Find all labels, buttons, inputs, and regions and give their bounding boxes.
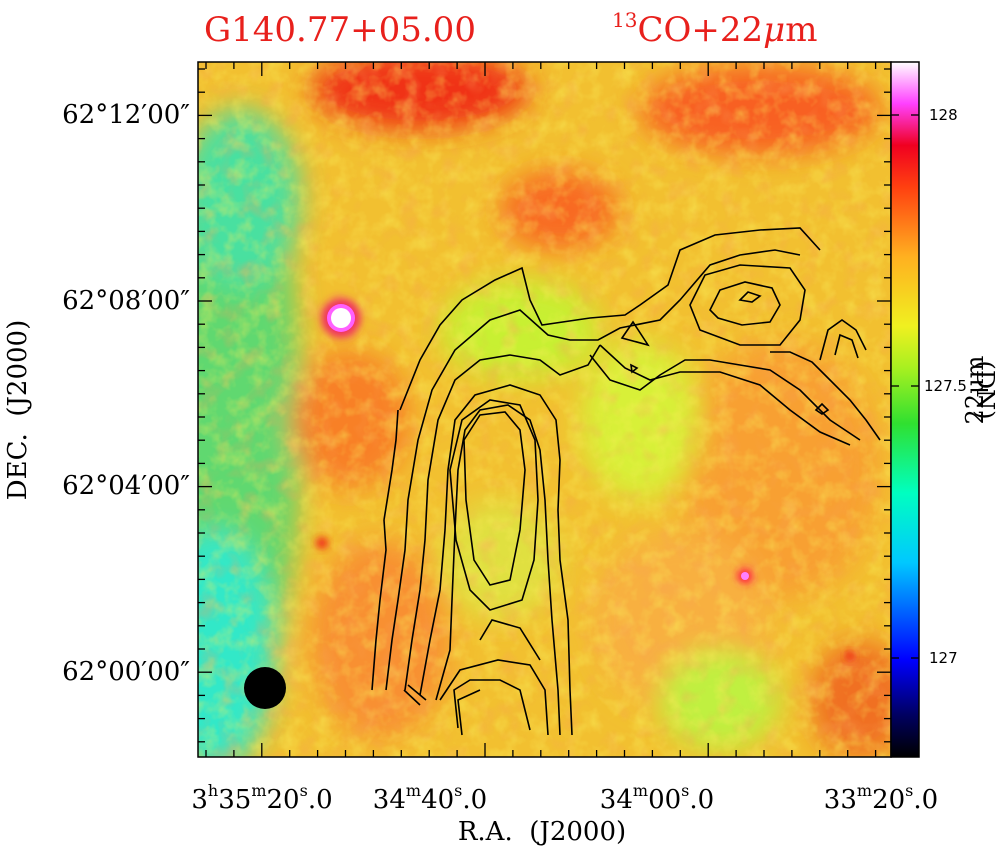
colorbar-tick-label: 127.5 bbox=[924, 377, 967, 395]
co-contours bbox=[371, 227, 881, 736]
colorbar-tick-label: 127 bbox=[929, 649, 958, 667]
x-axis-label: R.A. (J2000) bbox=[458, 817, 626, 847]
y-tick-label: 62°08′00″ bbox=[62, 286, 190, 316]
y-tick-label: 62°12′00″ bbox=[62, 100, 190, 130]
colorbar-tick-label: 128 bbox=[929, 106, 958, 124]
overlay-label-sup: 13 bbox=[612, 8, 637, 32]
beam-marker bbox=[244, 667, 286, 709]
overlay-label-mu: μ bbox=[763, 10, 785, 50]
map-ticks bbox=[198, 62, 891, 757]
image-map bbox=[198, 62, 891, 757]
colorbar-label: 22μm bbox=[961, 355, 989, 424]
colorbar bbox=[890, 61, 920, 758]
y-tick-label: 62°00′00″ bbox=[62, 657, 190, 687]
source-name-title: G140.77+05.00 bbox=[204, 10, 476, 50]
colorbar-unit-label: (DN) bbox=[971, 361, 999, 420]
overlay-label-unit: m bbox=[785, 10, 817, 50]
x-tick-label: 3h35m20s.0 bbox=[191, 781, 332, 815]
y-axis-label: DEC. (J2000) bbox=[3, 320, 33, 500]
x-tick-label: 34m40s.0 bbox=[373, 781, 487, 815]
colorbar-ticks bbox=[891, 114, 919, 659]
y-tick-label: 62°04′00″ bbox=[62, 471, 190, 501]
overlay-label-main: CO+22 bbox=[637, 10, 763, 50]
x-tick-label: 34m00s.0 bbox=[600, 781, 714, 815]
x-tick-label: 33m20s.0 bbox=[824, 781, 938, 815]
overlay-label-title: 13CO+22μm bbox=[612, 8, 817, 50]
